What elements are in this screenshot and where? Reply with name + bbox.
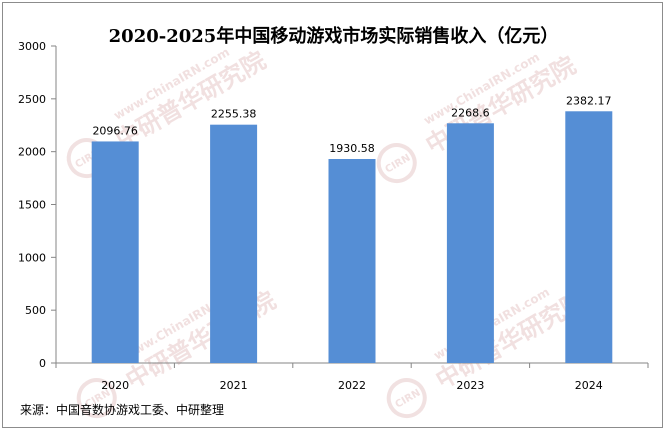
x-tick-label: 2023: [456, 379, 484, 392]
y-tick-label: 500: [25, 304, 46, 317]
bar: [91, 141, 139, 363]
watermark-logo-icon: [76, 378, 117, 419]
y-tick-label: 0: [39, 357, 46, 370]
data-label: 2096.76: [92, 124, 138, 137]
y-tick-label: 1000: [18, 251, 46, 264]
y-tick-label: 2000: [18, 146, 46, 159]
chart-title: 2020-2025年中国移动游戏市场实际销售收入（亿元）: [108, 26, 559, 47]
watermark-logo: CIRN: [393, 388, 422, 411]
data-label: 2382.17: [566, 94, 612, 107]
x-tick-label: 2022: [338, 379, 366, 392]
bar: [446, 123, 494, 363]
data-label: 2268.6: [451, 106, 490, 119]
watermark-logo-icon: [386, 378, 427, 419]
x-tick-label: 2024: [575, 379, 603, 392]
bar: [210, 124, 258, 363]
source-note: 来源：中国音数协游戏工委、中研整理: [20, 403, 225, 417]
x-tick-label: 2021: [220, 379, 248, 392]
y-tick-label: 2500: [18, 93, 46, 106]
axes: 0 500 1000 1500 2000 2500 3000: [18, 40, 649, 370]
y-tick-label: 1500: [18, 199, 46, 212]
data-label: 1930.58: [329, 142, 375, 155]
y-tick-label: 3000: [18, 40, 46, 53]
bars: 2096.76 2020 2255.38 2021 1930.58 2022 2268.6 2…: [91, 94, 613, 392]
watermark-logo-icon: [376, 143, 417, 184]
bar: [328, 159, 376, 363]
data-label: 2255.38: [211, 108, 257, 121]
x-tick-label: 2020: [101, 379, 129, 392]
bar: [565, 111, 613, 364]
watermark-logo: CIRN: [383, 153, 412, 176]
